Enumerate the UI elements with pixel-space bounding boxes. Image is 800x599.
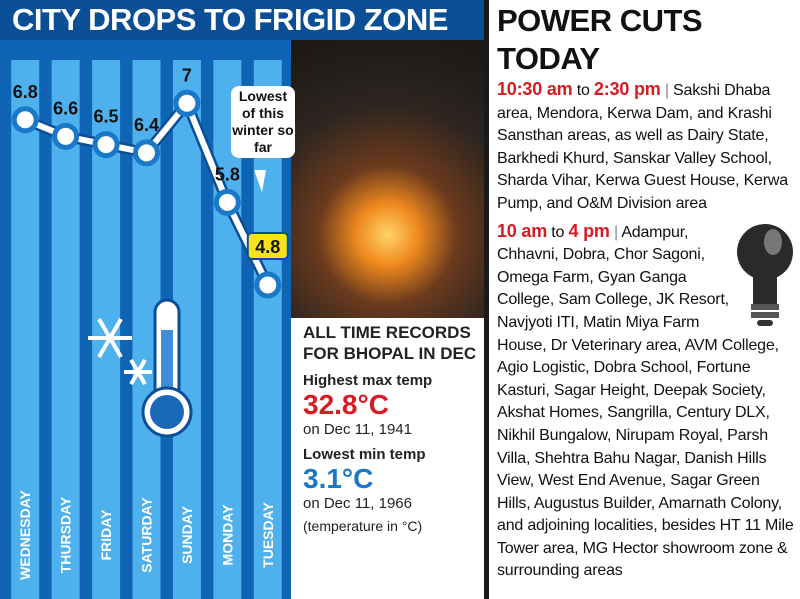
x-tick-label: THURSDAY (58, 496, 74, 573)
record-date: on Dec 11, 1966 (303, 495, 412, 512)
point (254, 271, 282, 299)
photo (291, 40, 484, 318)
point (52, 122, 80, 150)
power-cuts-title: POWER CUTS TODAY (497, 3, 703, 76)
point (133, 139, 160, 167)
bulb-icon (737, 223, 793, 326)
x-tick-label: MONDAY (219, 504, 235, 566)
value-label: 6.4 (134, 115, 159, 135)
records: ALL TIME RECORDS FOR BHOPAL IN DEC Highe… (303, 322, 483, 534)
decoration (97, 317, 123, 359)
divider (484, 0, 489, 599)
value-label: 5.8 (215, 164, 240, 184)
day-column (11, 60, 40, 599)
day-column (51, 60, 80, 599)
x-tick-label: TUESDAY (260, 502, 276, 568)
point (92, 131, 120, 159)
time-from: 10 am (497, 220, 548, 241)
record-label: Highest max temp (303, 372, 433, 389)
value-label: 6.6 (53, 98, 78, 118)
power-cuts: POWER CUTS TODAY 10:30 am to 2:30 pm | S… (497, 2, 795, 597)
records-note: (temperature in °C) (303, 518, 423, 534)
value-label: 6.5 (94, 107, 119, 127)
x-tick-label: WEDNESDAY (17, 489, 33, 579)
record-label: Lowest min temp (303, 446, 426, 463)
decoration (129, 358, 147, 386)
time-from: 10:30 am (497, 79, 573, 99)
decoration (150, 395, 184, 429)
x-tick-label: FRIDAY (98, 509, 114, 560)
x-tick-label: SUNDAY (179, 505, 195, 563)
point (173, 89, 201, 117)
connector: to (551, 223, 565, 241)
record-value: 3.1°C (303, 463, 374, 494)
point (213, 188, 241, 216)
records-heading: ALL TIME RECORDS FOR BHOPAL IN DEC (303, 323, 477, 363)
time-to: 2:30 pm (593, 79, 661, 99)
connector: to (576, 82, 590, 99)
areas: Adampur, Chhavni, Dobra, Chor Sagoni, Om… (497, 223, 794, 580)
schedule: 10:30 am to 2:30 pm | Sakshi Dhaba area,… (497, 79, 788, 212)
schedule: 10 am to 4 pm | Adampur, Chhavni, Dobra,… (497, 220, 794, 580)
chart-title: CITY DROPS TO FRIGID ZONE (0, 0, 484, 40)
record-value: 32.8°C (303, 389, 389, 420)
record-date: on Dec 11, 1941 (303, 421, 412, 438)
x-tick-label: SATURDAY (139, 497, 155, 573)
decoration (254, 170, 266, 192)
point (11, 106, 39, 134)
value-label: 7 (182, 65, 192, 85)
areas: Sakshi Dhaba area, Mendora, Kerwa Dam, a… (497, 82, 788, 212)
time-to: 4 pm (568, 220, 610, 241)
value-label: 4.8 (255, 237, 280, 257)
value-label: 6.8 (13, 82, 38, 102)
value-label-box (246, 231, 289, 260)
annotation: Lowest of this winter so far (231, 86, 295, 158)
